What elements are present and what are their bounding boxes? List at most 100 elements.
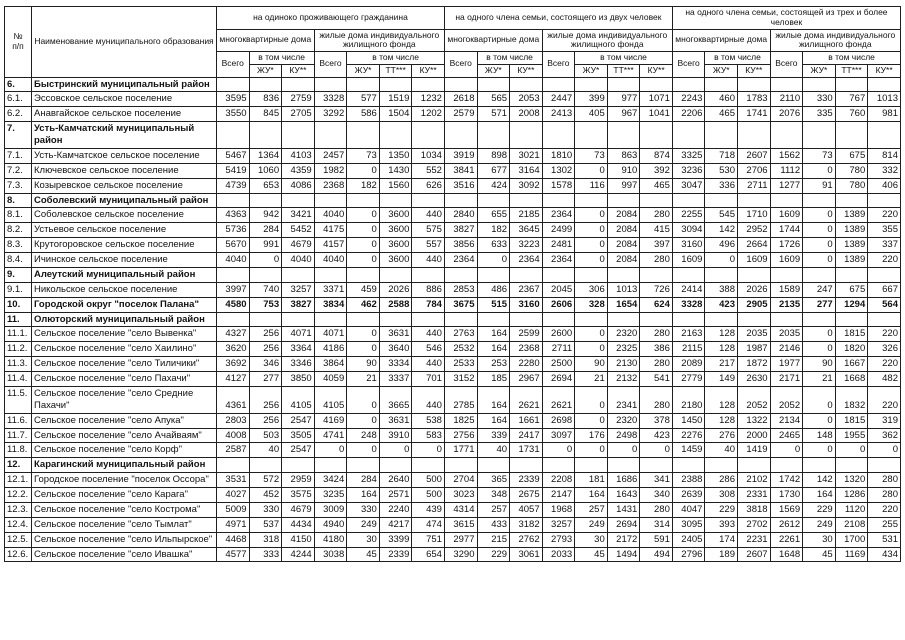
value-cell: 277 (802, 296, 836, 313)
row-number: 11.2. (4, 341, 32, 358)
municipality-name: Городское поселение "поселок Оссора" (31, 472, 217, 489)
value-cell: 3827 (443, 222, 478, 239)
value-cell: 2413 (541, 106, 576, 123)
value-cell (639, 192, 673, 209)
value-cell (248, 311, 283, 328)
value-cell: 863 (606, 147, 641, 164)
value-cell: 1320 (834, 472, 869, 489)
value-cell: 4157 (313, 237, 348, 254)
value-cell: 1232 (411, 91, 445, 108)
value-cell: 256 (248, 385, 283, 414)
value-cell: 3223 (509, 237, 543, 254)
value-cell: 4434 (281, 516, 315, 533)
value-cell: 2172 (606, 531, 641, 548)
value-cell (704, 76, 738, 93)
municipality-name: Сельское поселение "село Тымлат" (31, 516, 217, 533)
value-cell: 0 (802, 442, 836, 459)
value-cell: 2694 (541, 371, 576, 387)
value-cell (411, 76, 445, 93)
table-row: 8.1. Соболевское сельское поселение 4363 94… (4, 207, 901, 224)
value-cell: 465 (639, 177, 673, 194)
value-cell: 2026 (737, 281, 771, 298)
value-cell: 90 (574, 356, 608, 373)
value-cell: 2607 (737, 546, 771, 563)
value-cell (378, 76, 413, 93)
value-cell (411, 457, 445, 474)
value-cell: 1519 (378, 91, 413, 108)
value-cell (509, 192, 543, 209)
value-cell (509, 266, 543, 283)
value-cell (867, 311, 901, 328)
value-cell (476, 121, 511, 149)
value-cell (281, 266, 315, 283)
column-header-total: Всего (216, 51, 250, 78)
value-cell: 148 (802, 427, 836, 444)
value-cell: 3421 (281, 207, 315, 224)
value-cell: 1560 (378, 177, 413, 194)
value-cell: 328 (574, 296, 608, 313)
value-cell: 45 (574, 546, 608, 563)
value-cell: 3328 (313, 91, 348, 108)
value-cell: 2341 (606, 385, 641, 414)
value-cell: 3818 (737, 501, 771, 518)
value-cell: 2702 (737, 516, 771, 533)
municipality-name: Алеутский муниципальный район (31, 266, 217, 283)
value-cell: 1609 (769, 207, 804, 224)
value-cell: 1648 (769, 546, 804, 563)
row-number: 11.4. (4, 371, 32, 387)
value-cell (802, 76, 836, 93)
value-cell: 1060 (248, 162, 283, 179)
value-cell (411, 192, 445, 209)
value-cell: 1987 (737, 341, 771, 358)
value-cell: 718 (704, 147, 738, 164)
value-cell: 2698 (541, 412, 576, 429)
value-cell: 185 (476, 371, 511, 387)
value-cell: 4105 (281, 385, 315, 414)
municipality-name: Устьевое сельское поселение (31, 222, 217, 239)
table-row: 6. Быстринский муниципальный район (4, 76, 901, 93)
value-cell (248, 121, 283, 149)
value-cell: 3337 (378, 371, 413, 387)
value-cell (378, 192, 413, 209)
value-cell: 440 (411, 252, 445, 268)
row-number: 7.3. (4, 177, 32, 194)
value-cell: 249 (346, 516, 380, 533)
value-cell: 362 (867, 427, 901, 444)
value-cell: 462 (346, 296, 380, 313)
value-cell: 3160 (671, 237, 706, 254)
value-cell: 3164 (509, 162, 543, 179)
value-cell: 276 (704, 427, 738, 444)
value-cell: 439 (411, 501, 445, 518)
value-cell: 760 (834, 106, 869, 123)
value-cell (346, 121, 380, 149)
table-row: 7.3. Козыревское сельское поселение 4739 65… (4, 177, 901, 194)
value-cell: 780 (834, 177, 869, 194)
value-cell: 4169 (313, 412, 348, 429)
value-cell: 330 (802, 91, 836, 108)
value-cell: 0 (867, 442, 901, 459)
row-number: 12.6. (4, 546, 32, 563)
value-cell: 1013 (606, 281, 641, 298)
value-cell: 257 (476, 501, 511, 518)
value-cell: 538 (411, 412, 445, 429)
value-cell: 4741 (313, 427, 348, 444)
value-cell: 4971 (216, 516, 250, 533)
value-cell (281, 311, 315, 328)
value-cell: 3550 (216, 106, 250, 123)
value-cell (769, 311, 804, 328)
value-cell: 836 (248, 91, 283, 108)
row-number: 12.5. (4, 531, 32, 548)
column-header-zhu: ЖУ* (476, 63, 511, 78)
value-cell: 1741 (737, 106, 771, 123)
value-cell: 1294 (834, 296, 869, 313)
value-cell (476, 192, 511, 209)
value-cell: 2163 (671, 326, 706, 343)
value-cell: 0 (574, 162, 608, 179)
value-cell (443, 192, 478, 209)
value-cell: 2147 (541, 487, 576, 503)
value-cell: 4327 (216, 326, 250, 343)
value-cell: 406 (867, 177, 901, 194)
value-cell: 2967 (509, 371, 543, 387)
column-header-tt: ТТ*** (378, 63, 413, 78)
value-cell: 2571 (378, 487, 413, 503)
